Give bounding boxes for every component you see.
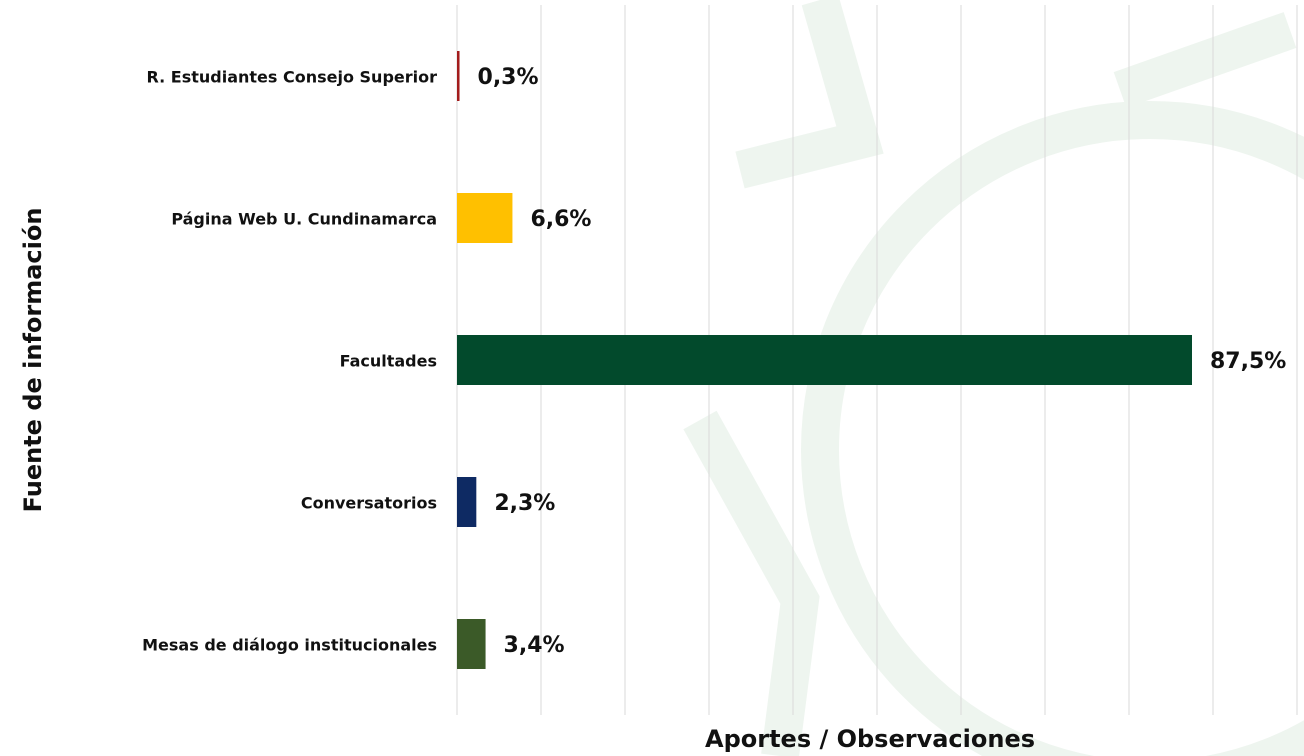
y-tick-label: Página Web U. Cundinamarca bbox=[171, 210, 437, 229]
bar bbox=[457, 193, 513, 243]
data-label: 3,4% bbox=[504, 633, 565, 658]
data-label: 87,5% bbox=[1210, 349, 1286, 374]
y-tick-label: Mesas de diálogo institucionales bbox=[142, 636, 437, 655]
y-tick-label: R. Estudiantes Consejo Superior bbox=[147, 68, 438, 87]
bar bbox=[457, 477, 477, 527]
data-label: 6,6% bbox=[530, 207, 591, 232]
data-label: 0,3% bbox=[478, 65, 539, 90]
watermark bbox=[683, 0, 1304, 756]
y-tick-label: Conversatorios bbox=[301, 494, 437, 513]
y-tick-label: Facultades bbox=[340, 352, 437, 371]
y-axis-title: Fuente de información bbox=[19, 208, 47, 513]
x-axis-title: Aportes / Observaciones bbox=[705, 725, 1035, 753]
bar bbox=[457, 51, 460, 101]
bar bbox=[457, 619, 486, 669]
bar bbox=[457, 335, 1192, 385]
data-label: 2,3% bbox=[494, 491, 555, 516]
